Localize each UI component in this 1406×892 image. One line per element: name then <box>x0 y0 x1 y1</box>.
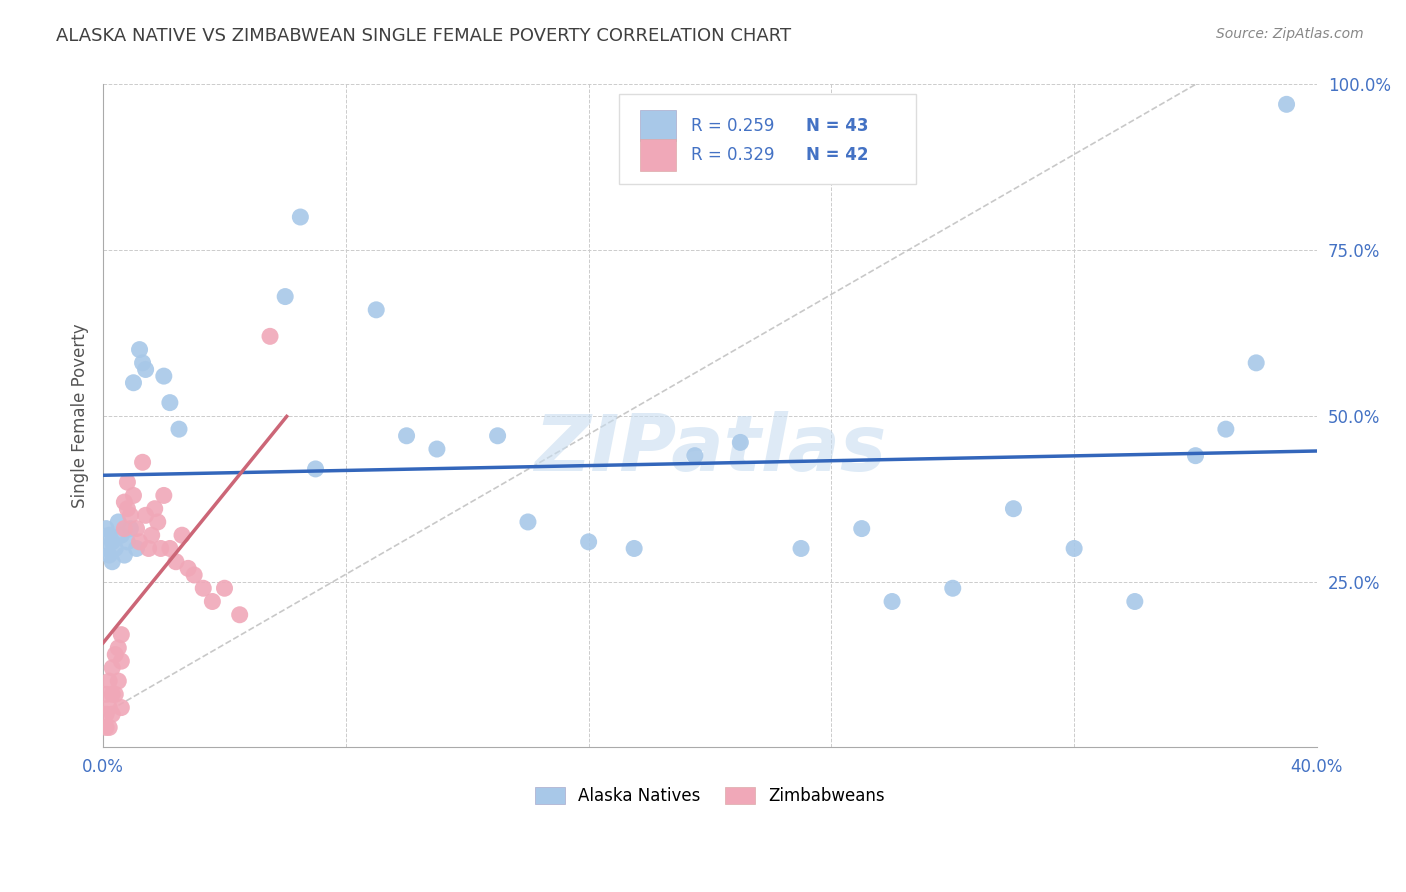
Point <box>107 515 129 529</box>
Point <box>98 721 121 735</box>
Point <box>104 541 127 556</box>
Point <box>107 640 129 655</box>
Point <box>153 488 176 502</box>
Point <box>98 674 121 689</box>
Point <box>98 528 121 542</box>
Point <box>1275 97 1298 112</box>
Point <box>96 687 118 701</box>
Point <box>183 568 205 582</box>
Point <box>1184 449 1206 463</box>
Point <box>143 501 166 516</box>
Point <box>228 607 250 622</box>
Point <box>131 356 153 370</box>
Point <box>214 581 236 595</box>
Point <box>128 343 150 357</box>
Point <box>146 515 169 529</box>
Point <box>153 369 176 384</box>
Point <box>120 522 142 536</box>
Text: R = 0.259: R = 0.259 <box>690 117 773 135</box>
Point <box>96 721 118 735</box>
Point <box>851 522 873 536</box>
Point <box>117 534 139 549</box>
Point <box>122 376 145 390</box>
Point <box>131 455 153 469</box>
Point <box>201 594 224 608</box>
Point <box>98 548 121 562</box>
Point <box>104 687 127 701</box>
Point <box>167 422 190 436</box>
Point <box>117 475 139 490</box>
Point <box>177 561 200 575</box>
Point <box>1123 594 1146 608</box>
Text: N = 42: N = 42 <box>806 146 869 164</box>
Point <box>96 541 118 556</box>
Point <box>117 501 139 516</box>
Point <box>128 534 150 549</box>
Point <box>98 700 121 714</box>
Point <box>159 395 181 409</box>
Point <box>96 522 118 536</box>
FancyBboxPatch shape <box>619 95 917 184</box>
Point <box>395 429 418 443</box>
Point <box>149 541 172 556</box>
Point <box>112 548 135 562</box>
FancyBboxPatch shape <box>640 110 676 142</box>
Point <box>730 435 752 450</box>
Point <box>170 528 193 542</box>
Point <box>110 654 132 668</box>
Point <box>486 429 509 443</box>
Text: R = 0.329: R = 0.329 <box>690 146 775 164</box>
Point <box>135 362 157 376</box>
Point <box>112 495 135 509</box>
Point <box>101 707 124 722</box>
Point <box>110 700 132 714</box>
Point <box>159 541 181 556</box>
Point <box>366 302 388 317</box>
Point <box>304 462 326 476</box>
Point <box>259 329 281 343</box>
Point <box>135 508 157 523</box>
Point <box>125 522 148 536</box>
Point <box>290 210 312 224</box>
Point <box>942 581 965 595</box>
Point <box>101 534 124 549</box>
Text: ZIPatlas: ZIPatlas <box>534 411 886 487</box>
Point <box>1215 422 1237 436</box>
Point <box>101 555 124 569</box>
Point <box>623 541 645 556</box>
Point <box>1002 501 1025 516</box>
Point <box>1063 541 1085 556</box>
Point <box>165 555 187 569</box>
Point <box>101 661 124 675</box>
Point <box>110 627 132 641</box>
Point <box>138 541 160 556</box>
Text: ALASKA NATIVE VS ZIMBABWEAN SINGLE FEMALE POVERTY CORRELATION CHART: ALASKA NATIVE VS ZIMBABWEAN SINGLE FEMAL… <box>56 27 792 45</box>
Point <box>122 488 145 502</box>
Point <box>141 528 163 542</box>
Point <box>107 674 129 689</box>
Point <box>1244 356 1267 370</box>
Point <box>578 534 600 549</box>
Point <box>101 687 124 701</box>
Point <box>125 541 148 556</box>
Point <box>104 648 127 662</box>
Point <box>96 707 118 722</box>
Point <box>426 442 449 456</box>
FancyBboxPatch shape <box>640 139 676 171</box>
Point <box>120 508 142 523</box>
Text: Source: ZipAtlas.com: Source: ZipAtlas.com <box>1216 27 1364 41</box>
Point <box>790 541 813 556</box>
Point <box>193 581 215 595</box>
Point <box>274 289 297 303</box>
Point <box>112 522 135 536</box>
Point <box>516 515 538 529</box>
Legend: Alaska Natives, Zimbabweans: Alaska Natives, Zimbabweans <box>529 780 891 812</box>
Point <box>110 528 132 542</box>
Y-axis label: Single Female Poverty: Single Female Poverty <box>72 324 89 508</box>
Text: N = 43: N = 43 <box>806 117 869 135</box>
Point <box>683 449 706 463</box>
Point <box>880 594 903 608</box>
